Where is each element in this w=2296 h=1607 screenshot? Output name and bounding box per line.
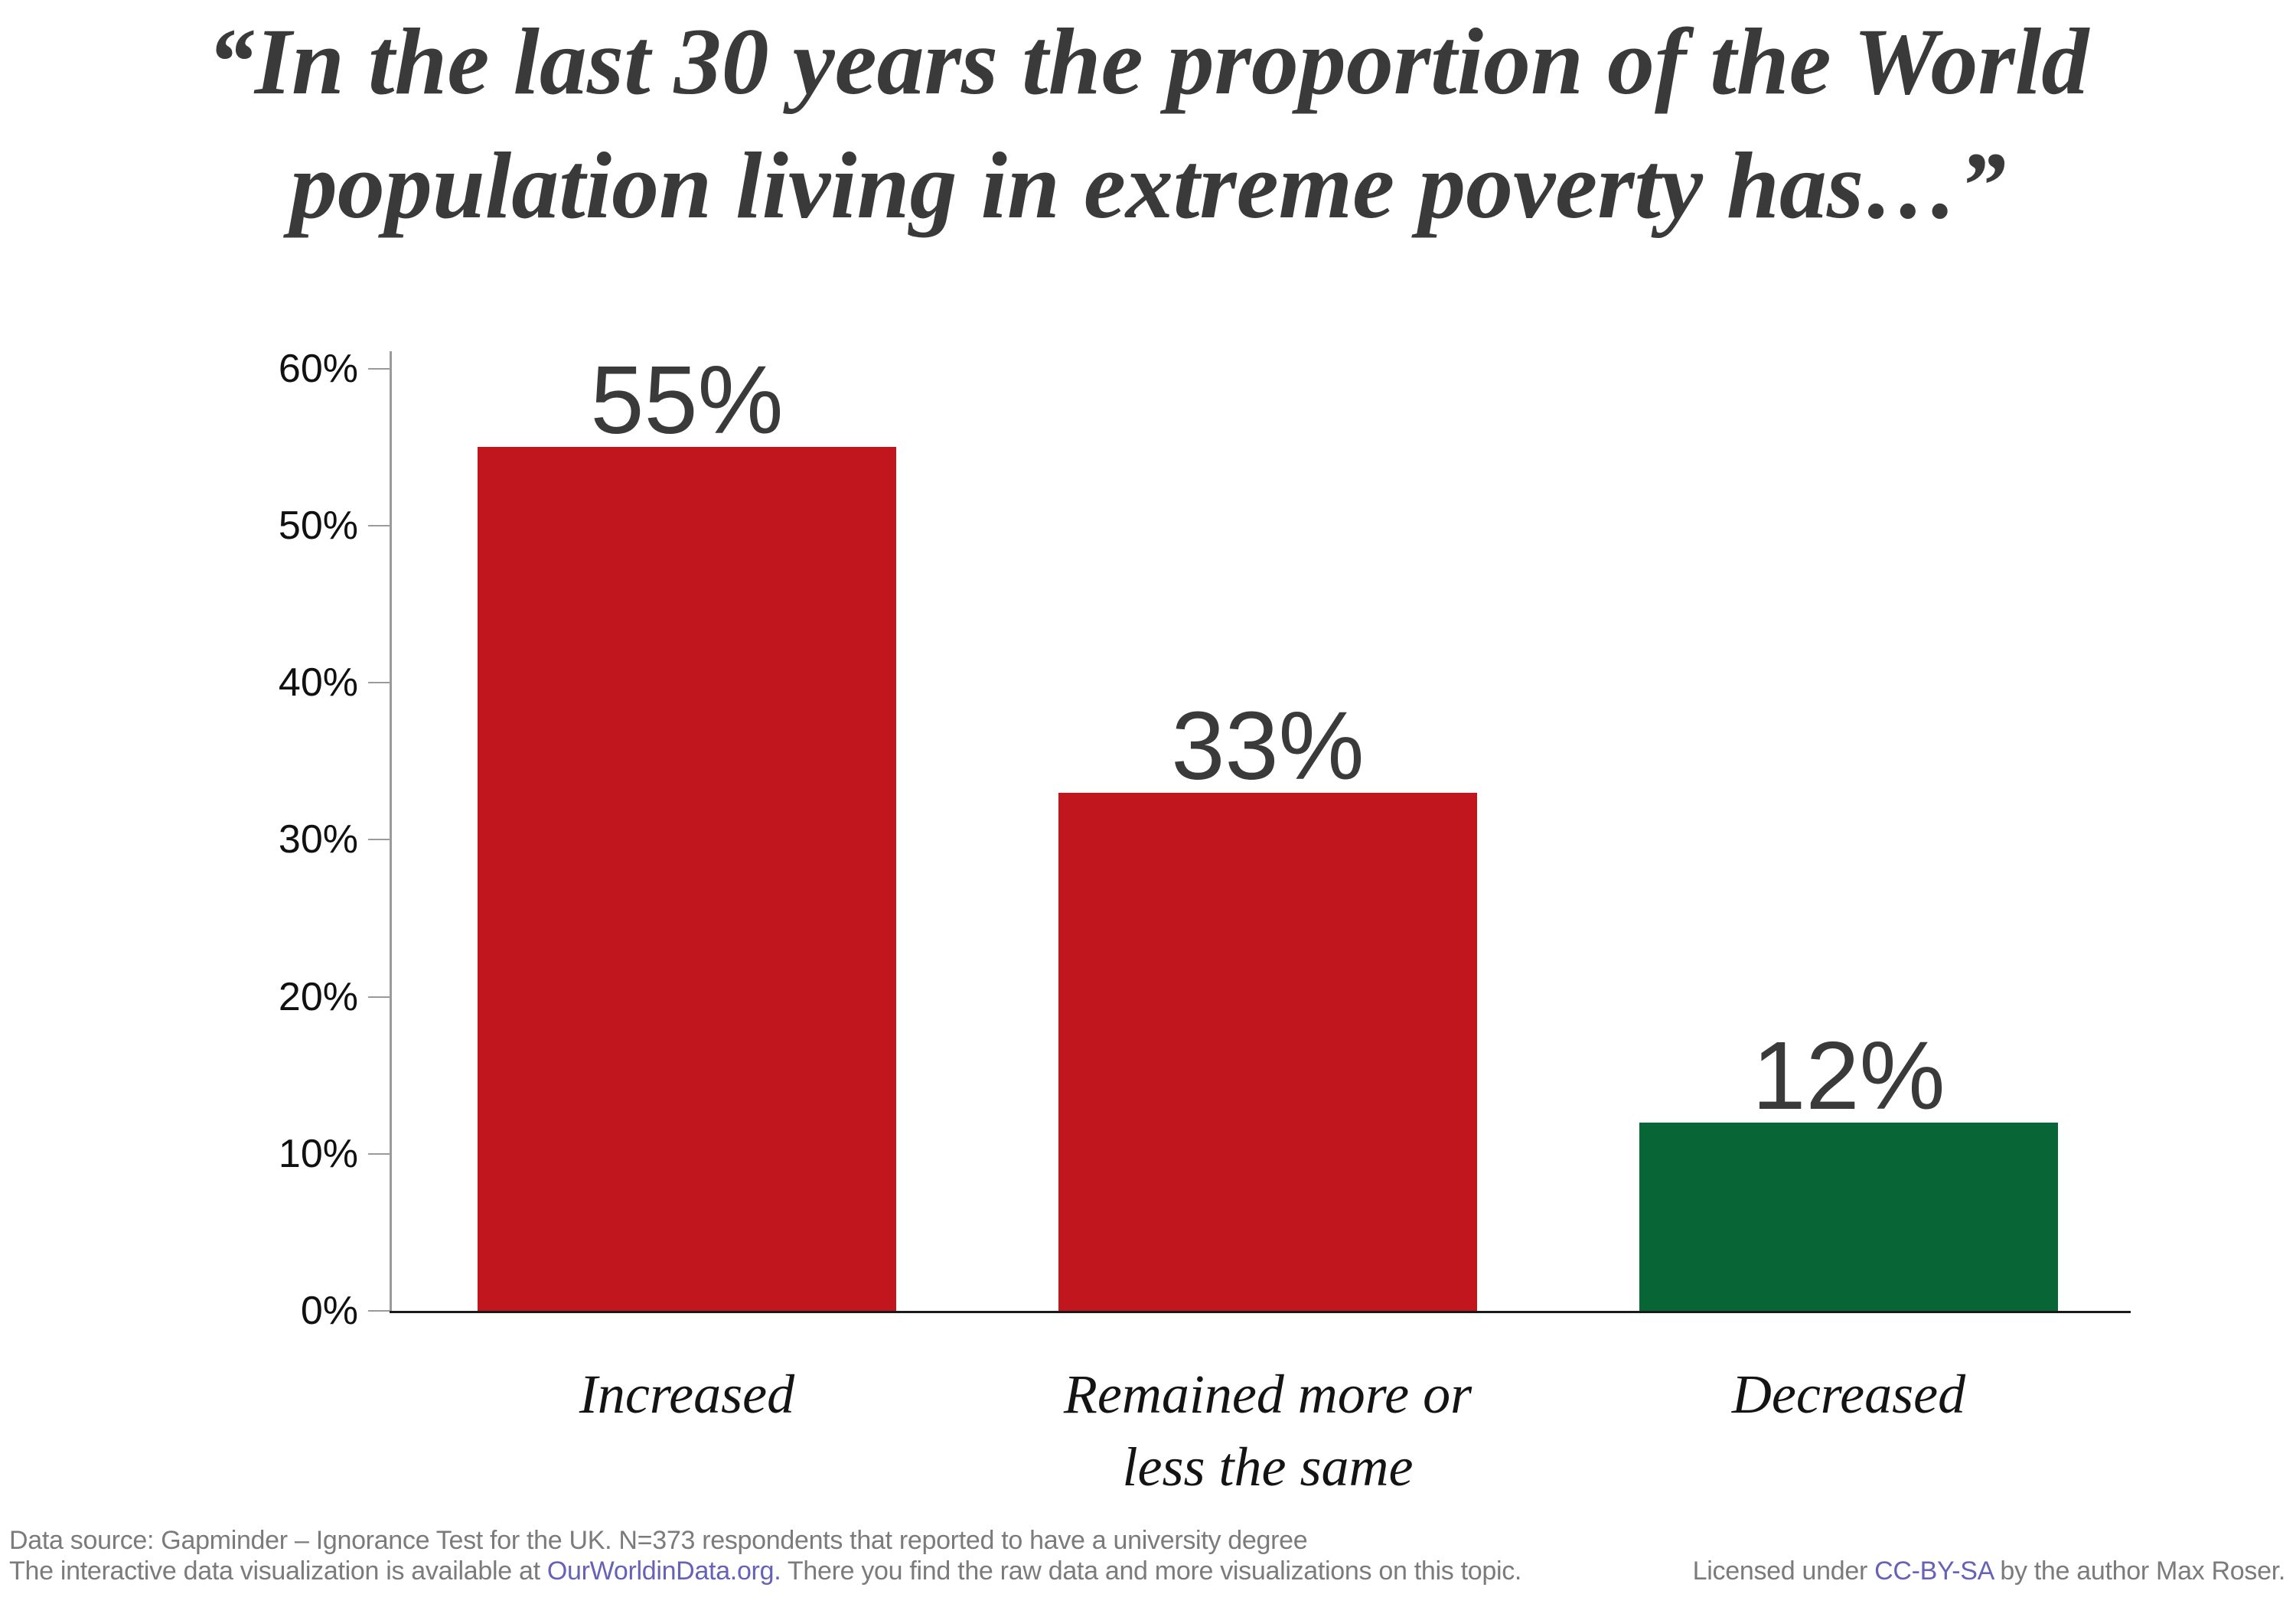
footer-line-1: Data source: Gapminder – Ignorance Test …	[9, 1526, 1308, 1555]
chart-title-line-2: population living in extreme poverty has…	[289, 133, 2007, 238]
bar-remained-same	[1058, 793, 1477, 1311]
y-tick-mark-30%	[368, 839, 390, 840]
value-label-decreased: 12%	[1752, 1022, 1945, 1129]
category-label-line: Remained more or	[1063, 1364, 1473, 1425]
license-prefix: Licensed under	[1692, 1556, 1875, 1586]
value-label-increased: 55%	[590, 346, 784, 454]
y-tick-label-30%: 30%	[278, 817, 358, 862]
y-tick-label-20%: 20%	[278, 975, 358, 1019]
y-tick-mark-10%	[368, 1153, 390, 1155]
y-tick-label-60%: 60%	[278, 347, 358, 391]
ourworldindata-link[interactable]: OurWorldinData.org.	[546, 1556, 781, 1586]
footer-line-2: The interactive data visualization is av…	[9, 1556, 1521, 1586]
value-label-remained-same: 33%	[1171, 692, 1365, 800]
y-axis-line	[390, 351, 392, 1313]
category-label-decreased: Decreased	[1543, 1358, 2155, 1431]
y-tick-mark-0%	[368, 1310, 390, 1312]
chart-title-line-1: “In the last 30 years the proportion of …	[207, 9, 2089, 114]
footer-line-2-prefix: The interactive data visualization is av…	[9, 1556, 547, 1586]
category-label-remained-same: Remained more or less the same	[962, 1358, 1574, 1504]
y-tick-mark-20%	[368, 996, 390, 998]
footer-license-note: Licensed under CC-BY-SA by the author Ma…	[1692, 1556, 2286, 1586]
cc-by-sa-link[interactable]: CC-BY-SA	[1874, 1556, 1994, 1586]
category-label-increased: Increased	[381, 1358, 993, 1431]
category-label-line: less the same	[1122, 1436, 1414, 1498]
y-tick-label-40%: 40%	[278, 660, 358, 705]
footer-line-2-suffix: There you find the raw data and more vis…	[781, 1556, 1522, 1586]
bar-increased	[478, 447, 896, 1311]
y-tick-label-50%: 50%	[278, 504, 358, 548]
footer-source-note: Data source: Gapminder – Ignorance Test …	[9, 1525, 1521, 1586]
y-tick-mark-40%	[368, 682, 390, 683]
chart-title: “In the last 30 years the proportion of …	[0, 0, 2296, 248]
bar-decreased	[1639, 1123, 2058, 1311]
y-tick-label-0%: 0%	[300, 1289, 358, 1333]
y-tick-label-10%: 10%	[278, 1132, 358, 1176]
category-label-line: Decreased	[1731, 1364, 1966, 1425]
x-axis-line	[390, 1311, 2131, 1313]
y-tick-mark-50%	[368, 525, 390, 526]
license-suffix: by the author Max Roser.	[1993, 1556, 2285, 1586]
category-label-line: Increased	[579, 1364, 795, 1425]
y-tick-mark-60%	[368, 368, 390, 370]
